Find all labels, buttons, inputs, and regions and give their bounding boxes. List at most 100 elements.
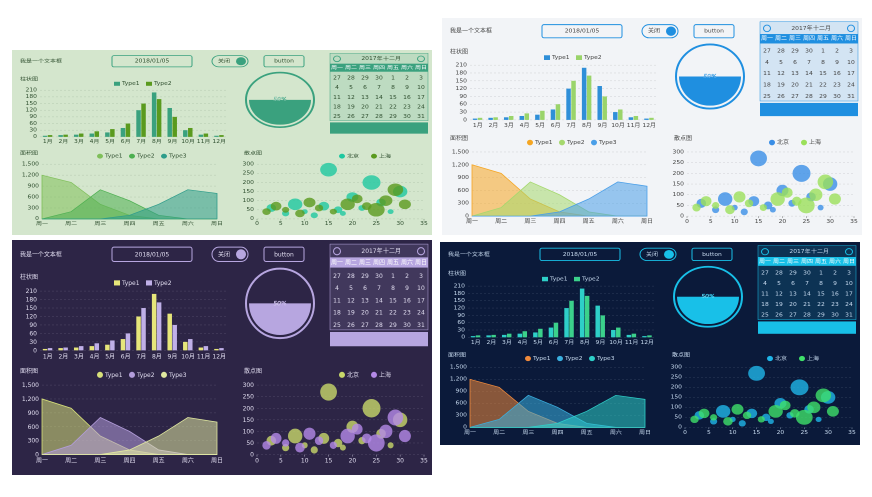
calendar-day[interactable]: 28	[777, 49, 785, 55]
calendar-day[interactable]: 9	[833, 281, 837, 287]
calendar-day[interactable]: 5	[349, 86, 353, 91]
calendar-day[interactable]: 7	[377, 285, 381, 292]
button[interactable]	[263, 246, 305, 262]
calendar-day[interactable]: 28	[805, 94, 813, 100]
calendar-day[interactable]: 5	[349, 285, 353, 292]
button[interactable]	[693, 24, 735, 39]
calendar-day[interactable]: 13	[789, 292, 797, 298]
calendar-day[interactable]: 27	[361, 115, 369, 120]
calendar-day[interactable]: 27	[333, 76, 341, 81]
calendar-day[interactable]: 15	[389, 95, 397, 100]
button[interactable]	[263, 55, 305, 68]
calendar-day[interactable]: 30	[375, 76, 383, 81]
calendar-day[interactable]: 31	[417, 322, 425, 329]
calendar-prev[interactable]	[333, 247, 341, 256]
calendar-day[interactable]: 2	[405, 76, 409, 81]
calendar-day[interactable]: 27	[361, 322, 369, 329]
calendar-day[interactable]: 10	[417, 86, 425, 91]
calendar-day[interactable]: 21	[375, 105, 383, 110]
calendar-day[interactable]: 18	[333, 105, 341, 110]
date-input[interactable]	[111, 55, 193, 68]
calendar-day[interactable]: 31	[845, 313, 853, 319]
calendar-day[interactable]: 8	[819, 281, 823, 287]
calendar-day[interactable]: 16	[403, 297, 411, 304]
calendar-day[interactable]: 10	[845, 281, 853, 287]
calendar-day[interactable]: 27	[761, 271, 769, 277]
calendar-day[interactable]: 4	[763, 281, 767, 287]
calendar-day[interactable]: 16	[403, 95, 411, 100]
calendar-day[interactable]: 11	[763, 71, 771, 77]
calendar-day[interactable]: 22	[389, 105, 397, 110]
toggle[interactable]	[211, 55, 249, 68]
calendar-day[interactable]: 29	[389, 115, 397, 120]
calendar-day[interactable]: 8	[391, 285, 395, 292]
calendar-day[interactable]: 6	[363, 86, 367, 91]
calendar-day[interactable]: 8	[821, 60, 825, 66]
calendar-day[interactable]: 18	[761, 302, 769, 308]
calendar-day[interactable]: 17	[417, 297, 425, 304]
calendar-day[interactable]: 1	[391, 76, 395, 81]
calendar-day[interactable]: 24	[417, 310, 425, 317]
calendar-day[interactable]: 25	[333, 322, 341, 329]
calendar-day[interactable]: 3	[419, 273, 423, 280]
calendar-day[interactable]: 4	[335, 285, 339, 292]
calendar-day[interactable]: 28	[803, 313, 811, 319]
calendar-day[interactable]: 2	[833, 271, 837, 277]
calendar-day[interactable]: 20	[789, 302, 797, 308]
calendar-day[interactable]: 22	[389, 310, 397, 317]
calendar-day[interactable]: 27	[333, 273, 341, 280]
calendar-day[interactable]: 14	[375, 297, 383, 304]
date-input[interactable]	[539, 247, 621, 261]
calendar-day[interactable]: 29	[817, 313, 825, 319]
calendar-day[interactable]: 9	[405, 86, 409, 91]
date-input[interactable]	[541, 24, 623, 39]
calendar-day[interactable]: 30	[833, 94, 841, 100]
calendar-day[interactable]: 20	[361, 105, 369, 110]
calendar-day[interactable]: 15	[817, 292, 825, 298]
calendar-day[interactable]: 28	[347, 273, 355, 280]
calendar-day[interactable]: 7	[805, 281, 809, 287]
calendar-day[interactable]: 11	[333, 95, 341, 100]
calendar-day[interactable]: 31	[847, 94, 855, 100]
toggle[interactable]	[211, 246, 249, 262]
calendar-day[interactable]: 5	[777, 281, 781, 287]
calendar-prev[interactable]	[333, 55, 341, 63]
calendar-day[interactable]: 3	[847, 271, 851, 277]
calendar-day[interactable]: 24	[847, 83, 855, 89]
calendar-day[interactable]: 26	[347, 322, 355, 329]
calendar-day[interactable]: 31	[417, 115, 425, 120]
calendar-day[interactable]: 29	[361, 76, 369, 81]
calendar-day[interactable]: 16	[831, 292, 839, 298]
calendar-day[interactable]: 23	[833, 83, 841, 89]
calendar-next[interactable]	[417, 55, 425, 63]
calendar-day[interactable]: 27	[763, 49, 771, 55]
calendar-day[interactable]: 17	[845, 292, 853, 298]
calendar-day[interactable]: 20	[791, 83, 799, 89]
calendar-day[interactable]: 30	[831, 313, 839, 319]
date-input[interactable]	[111, 246, 193, 262]
calendar-day[interactable]: 5	[779, 60, 783, 66]
calendar-day[interactable]: 24	[845, 302, 853, 308]
button[interactable]	[691, 247, 733, 261]
calendar-day[interactable]: 6	[793, 60, 797, 66]
calendar-day[interactable]: 18	[333, 310, 341, 317]
calendar-day[interactable]: 14	[375, 95, 383, 100]
calendar-day[interactable]: 8	[391, 86, 395, 91]
calendar-day[interactable]: 19	[347, 310, 355, 317]
calendar-day[interactable]: 19	[775, 302, 783, 308]
calendar-day[interactable]: 11	[761, 292, 769, 298]
calendar-day[interactable]: 12	[347, 95, 355, 100]
calendar-day[interactable]: 14	[803, 292, 811, 298]
calendar-day[interactable]: 26	[777, 94, 785, 100]
calendar-day[interactable]: 4	[765, 60, 769, 66]
calendar-day[interactable]: 30	[375, 273, 383, 280]
calendar-day[interactable]: 30	[805, 49, 813, 55]
calendar-day[interactable]: 19	[777, 83, 785, 89]
calendar-day[interactable]: 12	[777, 71, 785, 77]
calendar-day[interactable]: 25	[333, 115, 341, 120]
calendar-next[interactable]	[417, 247, 425, 256]
calendar-day[interactable]: 20	[361, 310, 369, 317]
calendar-day[interactable]: 21	[805, 83, 813, 89]
calendar-day[interactable]: 10	[847, 60, 855, 66]
calendar-next[interactable]	[845, 248, 853, 256]
